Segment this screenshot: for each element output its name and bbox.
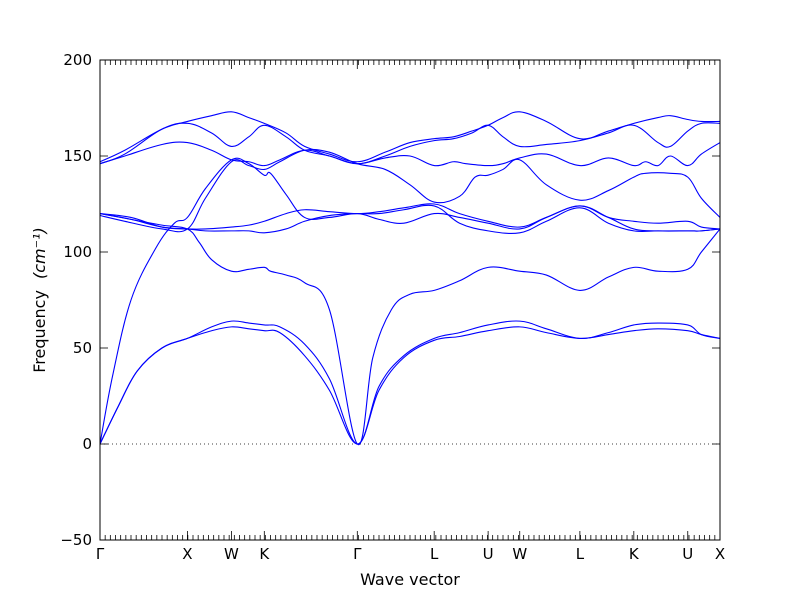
x-tick-label: X	[715, 545, 725, 563]
y-tick-labels: −50 0 50 100 150 200	[60, 51, 92, 549]
band-line-1	[99, 326, 721, 445]
y-tick-label: 100	[63, 243, 92, 261]
y-tick-label: 150	[63, 147, 92, 165]
y-axis-label: Frequency (cm⁻¹)	[30, 227, 49, 372]
plot-frame	[99, 59, 721, 541]
band-line-6	[99, 213, 721, 446]
band-line-10	[99, 148, 721, 233]
x-tick-label: L	[576, 545, 585, 563]
x-tick-label: L	[430, 545, 439, 563]
band-line-5	[99, 204, 721, 235]
band-line-2	[99, 320, 721, 445]
axis-ticks	[99, 59, 721, 541]
x-tick-label: U	[682, 545, 693, 563]
y-tick-label: −50	[60, 531, 92, 549]
y-tick-label: 0	[82, 435, 92, 453]
y-axis-label-unit: (cm⁻¹)	[30, 227, 49, 279]
x-tick-label: W	[512, 545, 527, 563]
x-tick-label: Γ	[96, 545, 105, 563]
band-line-8	[99, 122, 721, 165]
y-axis-label-text: Frequency	[30, 290, 49, 373]
band-line-7	[99, 141, 721, 167]
x-tick-label: Γ	[353, 545, 362, 563]
band-lines	[99, 111, 721, 446]
y-tick-label: 50	[73, 339, 92, 357]
band-line-4	[99, 203, 721, 230]
band-line-3	[99, 157, 721, 445]
band-line-9	[99, 111, 721, 163]
x-tick-label: U	[483, 545, 494, 563]
x-tick-label: W	[224, 545, 239, 563]
x-axis-label: Wave vector	[360, 570, 460, 589]
y-tick-label: 200	[63, 51, 92, 69]
x-tick-label: K	[259, 545, 270, 563]
x-tick-label: X	[182, 545, 192, 563]
x-tick-label: K	[629, 545, 640, 563]
